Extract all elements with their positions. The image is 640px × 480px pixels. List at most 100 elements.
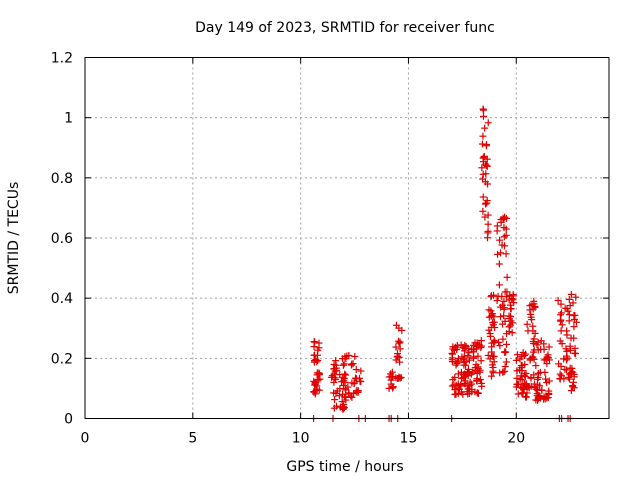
data-point: [354, 388, 362, 396]
data-point: [500, 297, 508, 305]
data-point: [500, 233, 508, 241]
data-point: [311, 380, 319, 388]
data-point: [350, 379, 358, 387]
data-point: [565, 311, 573, 319]
data-point: [340, 375, 348, 383]
data-point: [351, 352, 359, 360]
data-point: [458, 374, 466, 382]
data-point: [481, 178, 489, 186]
data-point: [315, 344, 323, 352]
data-point: [558, 321, 566, 329]
data-point: [545, 356, 553, 364]
data-point: [485, 313, 493, 321]
data-point: [534, 373, 542, 381]
data-point: [459, 344, 467, 352]
data-point: [481, 124, 489, 132]
data-point: [340, 360, 348, 368]
data-point: [563, 347, 571, 355]
data-point: [313, 369, 321, 377]
data-point: [543, 360, 551, 368]
data-point: [526, 355, 534, 363]
data-point: [495, 260, 503, 268]
data-point: [543, 379, 551, 387]
data-point: [493, 227, 501, 235]
data-point: [490, 352, 498, 360]
data-point: [572, 293, 580, 301]
data-point: [476, 376, 484, 384]
data-point: [513, 380, 521, 388]
data-point: [557, 327, 565, 335]
data-point: [485, 306, 493, 314]
data-point: [474, 352, 482, 360]
data-point: [454, 355, 462, 363]
data-point: [520, 352, 528, 360]
data-point: [523, 320, 531, 328]
data-point: [533, 341, 541, 349]
data-point: [489, 319, 497, 327]
axis-ticks: 0 0.2 0.4 0.6 0.8 1 1.2 0 5 10 15 20: [51, 51, 609, 447]
data-point: [530, 297, 538, 305]
data-point: [502, 231, 510, 239]
data-point: [345, 351, 353, 359]
data-point: [554, 296, 562, 304]
data-point: [480, 153, 488, 161]
data-point: [453, 358, 461, 366]
data-point: [349, 360, 357, 368]
data-point: [473, 389, 481, 397]
data-point: [527, 310, 535, 318]
data-point: [566, 346, 574, 354]
data-point: [567, 370, 575, 378]
data-point: [537, 394, 545, 402]
data-point: [512, 356, 520, 364]
data-point: [352, 366, 360, 374]
data-point: [310, 343, 318, 351]
data-point: [479, 170, 487, 178]
data-point: [545, 343, 553, 351]
data-point: [560, 355, 568, 363]
data-point: [448, 354, 456, 362]
data-point: [514, 390, 522, 398]
data-point: [567, 369, 575, 377]
data-point: [357, 367, 365, 375]
data-point: [474, 389, 482, 397]
data-point: [342, 371, 350, 379]
data-point: [526, 306, 534, 314]
x-tick-label: 20: [507, 431, 525, 447]
data-point: [357, 378, 365, 386]
y-tick-label: 0.6: [51, 231, 73, 247]
data-point: [522, 350, 530, 358]
data-point: [498, 292, 506, 300]
data-point: [477, 357, 485, 365]
data-point: [482, 162, 490, 170]
data-point: [505, 296, 513, 304]
data-point: [538, 386, 546, 394]
y-axis-label: SRMTID / TECUs: [6, 182, 22, 295]
data-point: [557, 300, 565, 308]
data-point: [477, 337, 485, 345]
data-point: [564, 307, 572, 315]
data-point: [355, 374, 363, 382]
data-point: [395, 324, 403, 332]
data-point: [497, 313, 505, 321]
data-point: [558, 372, 566, 380]
data-point: [540, 340, 548, 348]
data-point: [484, 234, 492, 242]
data-point: [451, 390, 459, 398]
data-point: [529, 322, 537, 330]
data-point: [486, 332, 494, 340]
data-point: [570, 334, 578, 342]
data-point: [482, 199, 490, 207]
data-point: [470, 354, 478, 362]
data-point: [344, 383, 352, 391]
data-point: [514, 351, 522, 359]
data-point: [518, 364, 526, 372]
data-point: [531, 303, 539, 311]
data-point: [532, 385, 540, 393]
data-point: [557, 309, 565, 317]
data-point: [521, 360, 529, 368]
data-point: [531, 329, 539, 337]
data-point: [465, 356, 473, 364]
data-point: [479, 105, 487, 113]
data-point: [545, 390, 553, 398]
